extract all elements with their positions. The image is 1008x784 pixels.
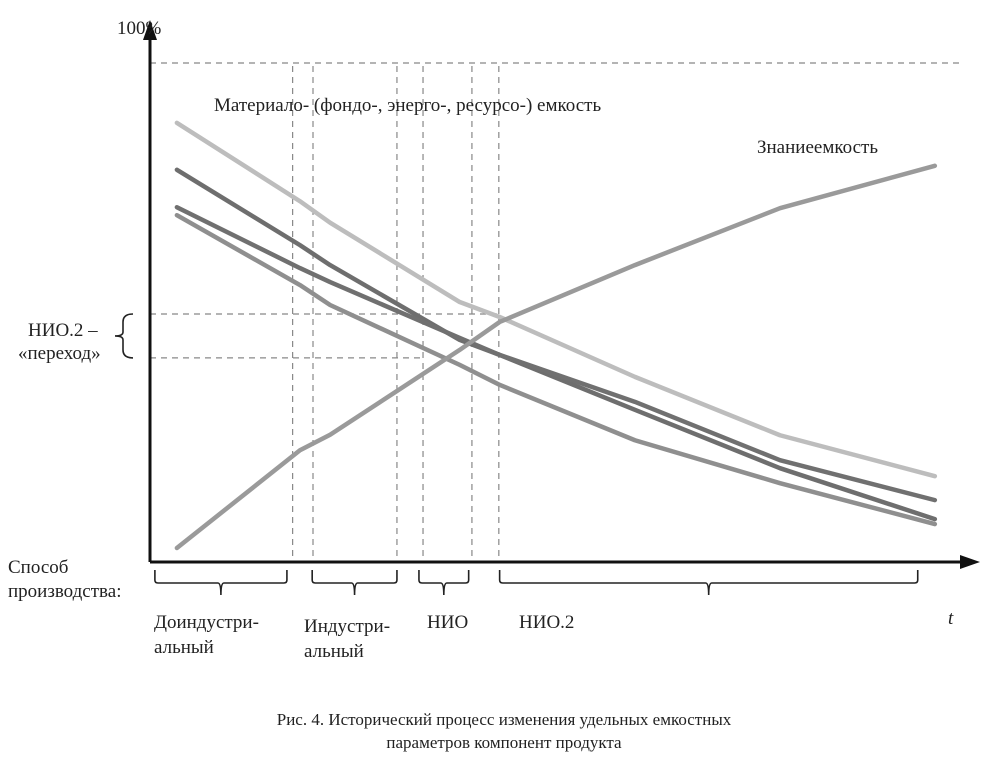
transition-label-line2: «переход» xyxy=(18,343,101,364)
series-line-material-intensity-2 xyxy=(174,167,938,522)
periods-label-line1: Способ xyxy=(8,557,69,578)
transition-brace-icon xyxy=(114,313,134,359)
caption-line1: Рис. 4. Исторический процесс изменения у… xyxy=(276,710,732,729)
series-line-material-intensity-1 xyxy=(174,120,938,479)
period-nio-label: НИО xyxy=(427,612,469,633)
period-preindustrial-line2: альный xyxy=(154,637,214,658)
period-brace xyxy=(418,570,470,596)
caption-line2: параметров компонент продукта xyxy=(386,733,622,752)
series-line-knowledge-intensity xyxy=(174,163,938,551)
period-brace xyxy=(498,570,919,596)
period-brace xyxy=(154,570,288,596)
y-axis-arrow-icon xyxy=(143,20,157,40)
material-intensity-label: Материало- (фондо-, энерго-, ресурсо-) е… xyxy=(214,95,602,116)
transition-label-line1: НИО.2 – xyxy=(28,320,98,341)
period-preindustrial-line1: Доиндустри- xyxy=(154,612,259,633)
series-line-material-intensity-4 xyxy=(174,212,938,527)
periods-label-line2: производства: xyxy=(8,581,122,602)
y-axis-top-label: 100% xyxy=(117,18,162,39)
period-industrial-line2: альный xyxy=(304,641,364,662)
period-brace xyxy=(311,570,398,596)
x-axis-label: t xyxy=(948,608,954,629)
period-nio2-label: НИО.2 xyxy=(519,612,575,633)
x-axis-arrow-icon xyxy=(960,555,980,569)
series-line-material-intensity-3 xyxy=(174,204,938,503)
period-industrial-line1: Индустри- xyxy=(304,616,391,637)
knowledge-intensity-label: Знаниеемкость xyxy=(757,137,878,158)
